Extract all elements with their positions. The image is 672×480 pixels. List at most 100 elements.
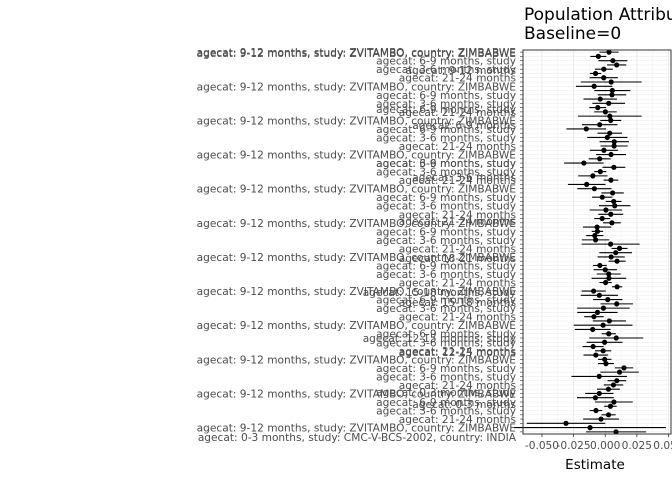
estimate-point	[609, 190, 616, 196]
estimate-point	[601, 147, 607, 153]
y-tick-label: agecat: 3-6 months, study	[376, 303, 516, 315]
estimate-point	[607, 403, 614, 409]
y-tick-label: agecat: 9-12 months, study: ZVITAMBO, co…	[197, 423, 517, 435]
estimate-point	[621, 365, 627, 371]
estimate-point	[614, 378, 620, 384]
estimate-point	[602, 109, 609, 115]
estimate-point	[609, 92, 615, 98]
estimate-point	[602, 267, 608, 273]
estimate-point	[608, 151, 614, 158]
estimate-point	[583, 126, 589, 132]
estimate-point	[609, 87, 615, 94]
estimate-point	[608, 79, 614, 85]
estimate-point	[563, 420, 569, 426]
estimate-points	[563, 49, 627, 435]
estimate-point	[611, 143, 617, 149]
estimate-point	[597, 169, 603, 175]
y-tick-label: agecat: 9-12 months, study: ZVITAMBO, co…	[197, 115, 517, 127]
y-tick-label: agecat: 6-9 months, study	[376, 90, 516, 102]
y-tick-label: agecat: 18-21 months	[399, 253, 516, 265]
estimate-point	[596, 292, 602, 298]
y-tick-label: agecat: 21-24 months	[399, 414, 516, 426]
estimate-point	[594, 228, 600, 234]
estimate-point	[613, 335, 619, 341]
estimate-point	[609, 220, 615, 226]
y-tick-label: agecat: 3-6 months, study	[376, 167, 516, 179]
y-tick-label: agecat: 3-6 months, study	[376, 235, 516, 247]
estimate-point	[612, 203, 618, 209]
y-tick-label: agecat: 21-24 months	[399, 175, 516, 187]
y-tick-label: agecat: 3-6 months, study	[376, 337, 516, 349]
y-tick-label: agecat: 6-9 months, study	[376, 124, 516, 136]
estimate-point	[584, 181, 590, 187]
panel-border	[522, 49, 672, 435]
estimate-point	[605, 412, 612, 418]
y-tick-label: agecat: 9-12 months, study: ZVITAMBO, co…	[197, 218, 517, 230]
estimate-point	[591, 314, 597, 320]
estimate-point	[599, 194, 605, 200]
x-tick-label: -0.025	[557, 440, 591, 452]
estimate-point	[613, 250, 619, 256]
estimate-point	[590, 326, 596, 333]
estimate-point	[607, 113, 613, 119]
estimate-point	[597, 156, 603, 162]
y-tick-label: agecat: 6-9 months, study	[376, 260, 516, 272]
estimate-point	[606, 100, 612, 106]
y-tick-label: agecat: 6-9 months, study	[376, 104, 516, 116]
estimate-point	[614, 284, 620, 290]
estimate-point	[595, 53, 601, 60]
y-tick-label: agecat: 3-6 months, study	[376, 132, 516, 144]
y-tick-label: agecat: 6-9 months, study	[376, 363, 516, 375]
estimate-point	[610, 382, 617, 388]
y-tick-label: agecat: 9-12 months, study: ZVITAMBO, co…	[197, 252, 517, 264]
chart-subtitle: Baseline=0	[524, 24, 621, 44]
estimate-point	[603, 207, 609, 213]
y-tick-label: agecat: 9-12 months, study: ZVITAMBO, co…	[197, 184, 517, 196]
estimate-point	[608, 117, 614, 123]
estimate-point	[598, 416, 604, 422]
estimate-point	[611, 399, 617, 405]
y-tick-label: agecat: 21-24 months	[399, 380, 516, 392]
y-tick-label: agecat: 21-24 months	[399, 346, 516, 358]
estimate-point	[597, 262, 603, 269]
estimate-point	[604, 134, 610, 141]
y-tick-label: agecat: 15-18 months	[399, 297, 516, 309]
y-tick-label: agecat: 6-9 months, study	[376, 397, 516, 409]
y-tick-label: agecat: 6-9 months, study	[376, 192, 516, 204]
estimate-point	[603, 361, 609, 367]
y-tick-label: agecat: 3-6 months, study	[376, 64, 516, 76]
estimate-point	[581, 160, 587, 166]
estimate-point	[591, 186, 597, 192]
estimate-point	[600, 322, 606, 328]
estimate-point	[607, 130, 613, 136]
y-tick-label: agecat: 9-12 months, study: ZVITAMBO, co…	[197, 388, 517, 400]
x-axis-label: Estimate	[565, 457, 625, 473]
estimate-point	[599, 215, 605, 222]
y-tick-label: agecat: 9-12 months, study: ZVITAMBO, co…	[197, 150, 517, 162]
estimate-point	[611, 198, 617, 205]
estimate-point	[593, 407, 599, 414]
estimate-point	[592, 237, 599, 243]
y-tick-label: agecat: 6-9 months, study	[376, 158, 516, 170]
y-tick-label: agecat: 21-24 months	[399, 278, 516, 290]
y-tick-label: agecat: 9-12 months, study: ZVITAMBO, co…	[197, 354, 517, 366]
x-tick-label: 0.000	[590, 440, 621, 452]
estimate-point	[605, 297, 611, 303]
y-tick-label: agecat: 9-12 months	[406, 65, 516, 77]
estimate-point	[601, 66, 607, 72]
estimate-point	[611, 164, 617, 170]
estimate-point	[610, 58, 616, 64]
estimate-point	[614, 258, 620, 264]
y-tick-label: agecat: 0-3 months	[412, 399, 516, 411]
y-tick-label: agecat: 21-24 months	[399, 216, 516, 228]
y-tick-label: agecat: 3-6 months	[412, 172, 516, 184]
y-tick-label: agecat: 0-3 months, study	[376, 387, 516, 399]
y-axis-labels: agecat: 9-12 months, study: ZVITAMBO, co…	[197, 47, 517, 444]
estimate-point	[593, 352, 599, 358]
estimate-point	[597, 96, 603, 102]
y-tick-label: agecat: 21-24 months	[399, 107, 516, 119]
y-tick-label: agecat: 0-3 months, study: CMC-V-BCS-200…	[198, 432, 517, 444]
estimate-point	[606, 275, 612, 281]
